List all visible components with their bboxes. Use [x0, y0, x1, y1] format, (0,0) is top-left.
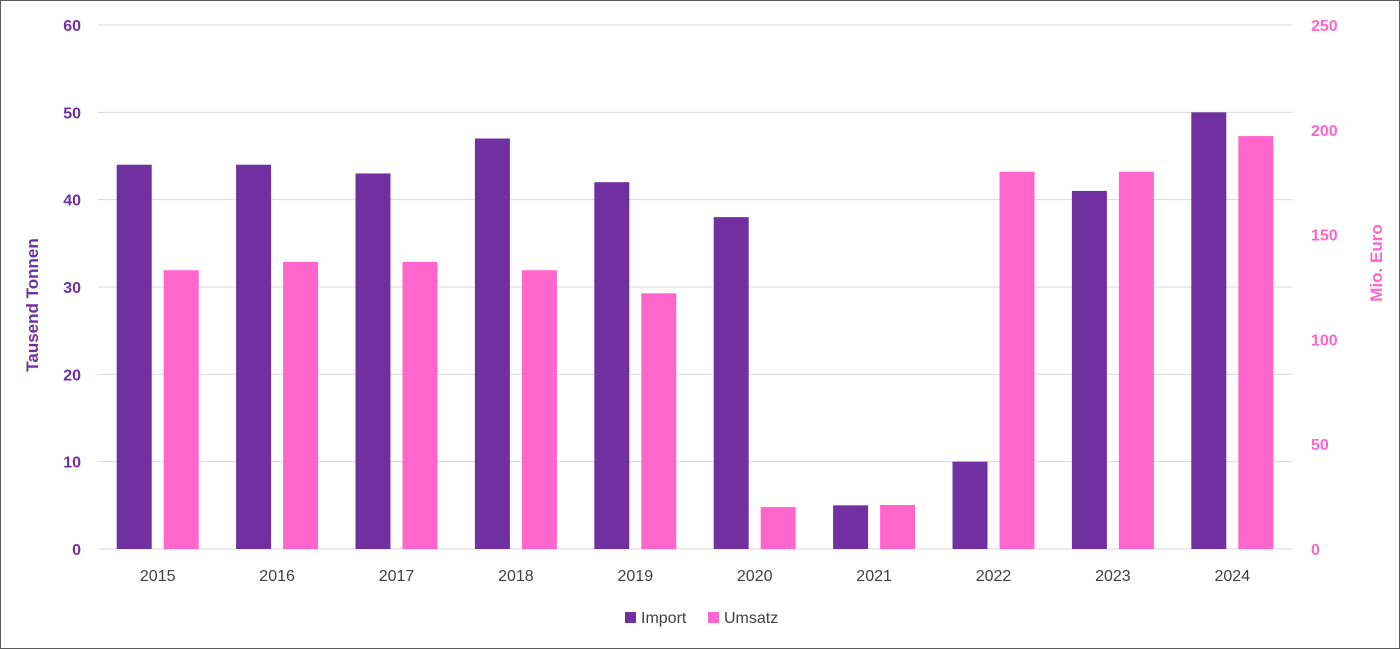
bar-umsatz-2015: [163, 270, 199, 549]
bar-umsatz-2022: [999, 171, 1035, 549]
left-axis-tick-label: 0: [72, 542, 81, 559]
bar-umsatz-2021: [880, 504, 916, 549]
legend: Import Umsatz: [625, 610, 778, 627]
bar-umsatz-2017: [402, 261, 438, 549]
bar-import-2018: [474, 138, 510, 550]
legend-swatch-import: [625, 612, 636, 623]
left-axis-tick-label: 20: [63, 367, 81, 384]
bar-umsatz-2020: [760, 507, 796, 549]
left-axis-ticks: 0 10 20 30 40 50 60: [63, 18, 81, 559]
bar-import-2021: [833, 505, 869, 549]
left-axis-tick-label: 60: [63, 18, 81, 35]
bar-import-2015: [116, 164, 152, 549]
bar-import-2016: [236, 164, 272, 549]
right-axis-title: Mio. Euro: [1367, 224, 1386, 301]
x-axis-tick-label: 2021: [856, 568, 892, 585]
left-axis-tick-label: 10: [63, 455, 81, 472]
bar-umsatz-2024: [1238, 136, 1274, 549]
gridlines: [98, 24, 1292, 550]
bar-import-2023: [1071, 190, 1107, 549]
left-axis-title: Tausend Tonnen: [23, 238, 42, 371]
left-axis-tick-label: 30: [63, 280, 81, 297]
legend-swatch-umsatz: [708, 612, 719, 623]
right-axis-tick-label: 150: [1311, 228, 1338, 245]
legend-label-umsatz: Umsatz: [724, 610, 778, 627]
x-axis-tick-label: 2019: [618, 568, 654, 585]
right-axis-tick-label: 0: [1311, 542, 1320, 559]
bar-import-2017: [355, 173, 391, 549]
right-axis-tick-label: 250: [1311, 18, 1338, 35]
left-axis-tick-label: 40: [63, 193, 81, 210]
right-axis-ticks: 0 50 100 150 200 250: [1311, 18, 1338, 559]
legend-label-import: Import: [641, 610, 687, 627]
bar-umsatz-2019: [641, 293, 677, 549]
x-axis-tick-label: 2024: [1215, 568, 1251, 585]
x-axis-tick-label: 2015: [140, 568, 176, 585]
bar-import-2022: [952, 461, 988, 549]
x-axis-tick-label: 2023: [1095, 568, 1131, 585]
bars: [116, 112, 1274, 550]
x-axis-tick-label: 2018: [498, 568, 534, 585]
x-axis-ticks: 2015 2016 2017 2018 2019 2020 2021 2022 2023 2024: [140, 568, 1250, 585]
left-axis-tick-label: 50: [63, 105, 81, 122]
right-axis-tick-label: 50: [1311, 437, 1329, 454]
bar-umsatz-2018: [521, 270, 557, 549]
bar-import-2024: [1191, 112, 1227, 549]
x-axis-tick-label: 2016: [259, 568, 295, 585]
bar-import-2019: [594, 182, 630, 549]
x-axis-tick-label: 2020: [737, 568, 773, 585]
x-axis-tick-label: 2017: [379, 568, 415, 585]
x-axis-tick-label: 2022: [976, 568, 1012, 585]
bar-import-2020: [713, 217, 749, 549]
bar-umsatz-2016: [283, 261, 319, 549]
bar-umsatz-2023: [1118, 171, 1154, 549]
right-axis-tick-label: 100: [1311, 332, 1338, 349]
right-axis-tick-label: 200: [1311, 123, 1338, 140]
